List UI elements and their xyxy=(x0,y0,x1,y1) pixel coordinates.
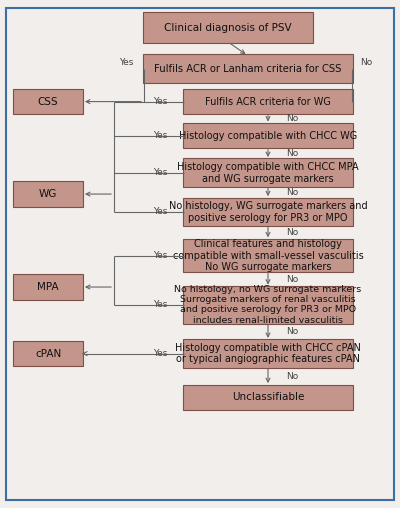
FancyBboxPatch shape xyxy=(183,385,353,410)
Text: MPA: MPA xyxy=(37,282,59,292)
FancyBboxPatch shape xyxy=(183,198,353,226)
Text: Yes: Yes xyxy=(153,168,167,177)
Text: No: No xyxy=(286,372,298,380)
FancyBboxPatch shape xyxy=(13,341,83,366)
Text: No histology, WG surrogate markers and
positive serology for PR3 or MPO: No histology, WG surrogate markers and p… xyxy=(169,201,367,223)
FancyBboxPatch shape xyxy=(13,274,83,300)
Text: No: No xyxy=(286,228,298,237)
Text: Yes: Yes xyxy=(153,207,167,216)
Text: Yes: Yes xyxy=(153,300,167,309)
Text: Histology compatible with CHCC MPA
and WG surrogate markers: Histology compatible with CHCC MPA and W… xyxy=(177,162,359,183)
Text: CSS: CSS xyxy=(38,97,58,107)
Text: Histology compatible with CHCC cPAN
or typical angiographic features cPAN: Histology compatible with CHCC cPAN or t… xyxy=(175,343,361,364)
Text: Yes: Yes xyxy=(153,131,167,140)
Text: Unclassifiable: Unclassifiable xyxy=(232,392,304,402)
Text: No: No xyxy=(286,149,298,158)
Text: No: No xyxy=(286,188,298,197)
FancyBboxPatch shape xyxy=(13,89,83,114)
Text: No: No xyxy=(360,58,372,67)
Text: Yes: Yes xyxy=(153,349,167,358)
Text: Clinical features and histology
compatible with small-vessel vasculitis
No WG su: Clinical features and histology compatib… xyxy=(173,239,363,272)
Text: No: No xyxy=(286,327,298,336)
FancyBboxPatch shape xyxy=(183,286,353,324)
FancyBboxPatch shape xyxy=(183,158,353,187)
Text: Clinical diagnosis of PSV: Clinical diagnosis of PSV xyxy=(164,23,292,33)
FancyBboxPatch shape xyxy=(183,123,353,148)
FancyBboxPatch shape xyxy=(183,339,353,368)
FancyBboxPatch shape xyxy=(143,54,353,83)
FancyBboxPatch shape xyxy=(13,181,83,207)
Text: No: No xyxy=(286,114,298,123)
Text: WG: WG xyxy=(39,189,57,199)
FancyBboxPatch shape xyxy=(143,12,313,44)
Text: No: No xyxy=(286,275,298,283)
Text: Yes: Yes xyxy=(153,251,167,260)
Text: Fulfils ACR criteria for WG: Fulfils ACR criteria for WG xyxy=(205,97,331,107)
Text: Histology compatible with CHCC WG: Histology compatible with CHCC WG xyxy=(179,131,357,141)
Text: Fulfils ACR or Lanham criteria for CSS: Fulfils ACR or Lanham criteria for CSS xyxy=(154,64,342,74)
Text: cPAN: cPAN xyxy=(35,348,61,359)
Text: Yes: Yes xyxy=(119,58,133,67)
FancyBboxPatch shape xyxy=(183,239,353,272)
FancyBboxPatch shape xyxy=(183,89,353,114)
Text: No histology, no WG surrogate markers
Surrogate markers of renal vasculitis
and : No histology, no WG surrogate markers Su… xyxy=(174,284,362,325)
Text: Yes: Yes xyxy=(153,97,167,106)
